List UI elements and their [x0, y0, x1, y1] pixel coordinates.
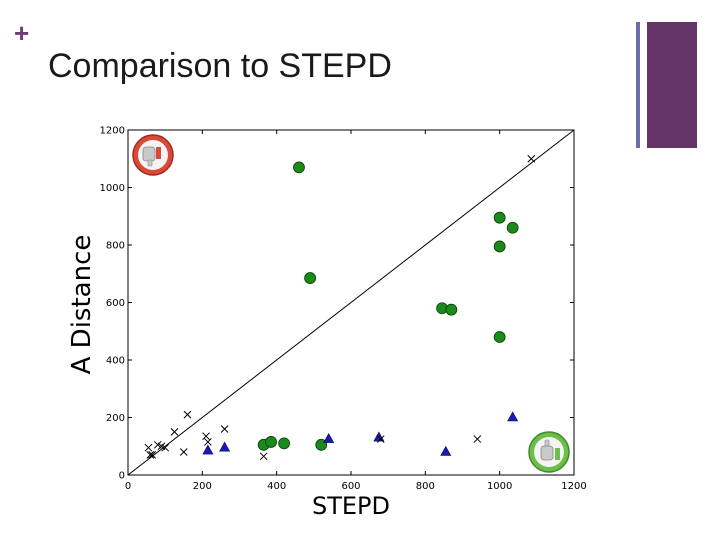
data-point-x	[146, 451, 155, 459]
y-tick-label: 0	[119, 471, 125, 482]
data-point-x	[204, 438, 212, 446]
data-point-x	[144, 443, 153, 452]
x-tick-label: 800	[416, 481, 435, 492]
y-tick-label: 1000	[100, 183, 125, 194]
x-tick-label: 0	[125, 481, 131, 492]
data-point-x	[376, 435, 385, 443]
y-tick-label: 800	[106, 241, 125, 252]
y-tick-label: 1200	[100, 126, 125, 137]
data-point-triangle	[323, 432, 335, 443]
data-point-x	[220, 425, 229, 433]
thumbs-up-icon	[528, 431, 570, 473]
data-point-circle	[506, 221, 519, 234]
data-point-circle	[493, 211, 506, 224]
x-tick-label: 600	[341, 481, 360, 492]
data-point-circle	[493, 240, 506, 253]
accent-bar-block	[647, 22, 697, 148]
data-point-triangle	[440, 445, 452, 456]
accent-bar-thin	[636, 22, 640, 148]
x-tick-label: 400	[267, 481, 286, 492]
x-tick-label: 1200	[561, 481, 586, 492]
data-point-circle	[493, 331, 506, 343]
data-point-circle	[278, 437, 291, 450]
data-point-x	[179, 448, 188, 456]
data-point-x	[170, 428, 179, 436]
data-point-x	[183, 410, 192, 419]
data-point-x	[161, 443, 170, 452]
data-point-triangle	[219, 441, 231, 452]
slide-plus-sign: +	[14, 18, 30, 48]
data-point-circle	[293, 161, 305, 174]
y-tick-label: 600	[106, 298, 125, 309]
data-point-x	[148, 451, 157, 459]
data-point-circle	[265, 436, 277, 448]
data-point-x	[202, 432, 210, 441]
slide-title: Comparison to STEPD	[48, 47, 392, 85]
x-tick-label: 1000	[487, 481, 512, 492]
y-tick-label: 400	[106, 356, 125, 367]
data-point-circle	[304, 272, 317, 284]
x-axis-label: STEPD	[312, 492, 390, 520]
diagonal-line	[127, 129, 575, 476]
data-point-triangle	[507, 411, 519, 422]
data-point-circle	[445, 303, 458, 316]
thumbs-down-icon	[132, 134, 174, 176]
y-axis-label: A Distance	[67, 235, 97, 375]
data-point-triangle	[202, 444, 214, 455]
y-tick-label: 200	[106, 413, 125, 424]
data-point-x	[473, 435, 482, 443]
x-tick-label: 200	[193, 481, 212, 492]
data-point-x	[259, 452, 268, 461]
